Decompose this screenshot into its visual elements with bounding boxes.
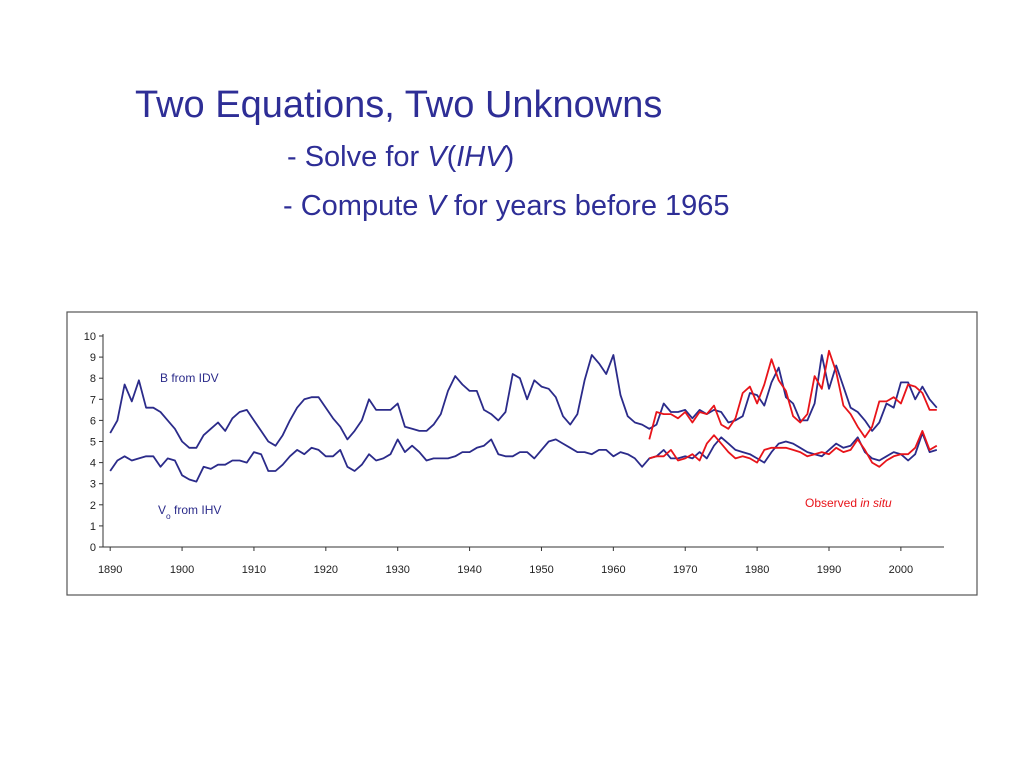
x-tick-label: 1940 [457, 564, 481, 576]
y-tick-label: 5 [90, 437, 96, 449]
text-part: Two Equations, Two Unknowns [135, 84, 662, 126]
annotation: Vo from IHV [158, 503, 221, 521]
chart-frame [66, 311, 978, 596]
bullet-line: - Compute V for years before 1965 [283, 190, 730, 222]
text-part: IHV [456, 141, 507, 173]
x-tick-label: 1980 [745, 564, 769, 576]
text-part: ) [505, 141, 515, 173]
text-part: V [427, 141, 449, 173]
y-tick-label: 0 [90, 542, 96, 554]
text-part: in situ [860, 496, 892, 510]
x-tick-label: 1890 [98, 564, 122, 576]
y-tick-label: 4 [90, 458, 96, 470]
text-part: Observed [805, 496, 860, 510]
series-line [109, 432, 938, 483]
x-tick-label: 1930 [385, 564, 409, 576]
x-tick-label: 1910 [242, 564, 266, 576]
y-tick-label: 3 [90, 479, 96, 491]
text-part: o [166, 511, 171, 521]
x-tick-label: 1970 [673, 564, 697, 576]
slide-title: Two Equations, Two Unknowns [135, 84, 662, 126]
x-tick-label: 1950 [529, 564, 553, 576]
text-part: - Compute [283, 190, 426, 222]
text-part: from IHV [171, 503, 222, 517]
y-tick-label: 7 [90, 394, 96, 406]
bullet-line: - Solve for V(IHV) [287, 141, 514, 173]
y-tick-label: 6 [90, 415, 96, 427]
annotation: Observed in situ [805, 496, 892, 510]
x-tick-label: 2000 [889, 564, 913, 576]
text-part: ( [447, 141, 457, 173]
series-line [109, 354, 938, 449]
y-tick-label: 8 [90, 373, 96, 385]
x-tick-label: 1990 [817, 564, 841, 576]
y-tick-label: 2 [90, 500, 96, 512]
x-tick-label: 1900 [170, 564, 194, 576]
text-part: - Solve for [287, 141, 427, 173]
text-part: for years before 1965 [446, 190, 730, 222]
series-line [649, 430, 938, 468]
text-part: V [158, 503, 166, 517]
y-tick-label: 10 [84, 331, 96, 343]
y-tick-label: 1 [90, 521, 96, 533]
y-tick-label: 9 [90, 352, 96, 364]
series-line [648, 349, 937, 440]
x-tick-label: 1920 [314, 564, 338, 576]
text-part: B from IDV [160, 371, 219, 385]
text-part: V [426, 190, 448, 222]
annotation: B from IDV [160, 371, 219, 385]
x-tick-label: 1960 [601, 564, 625, 576]
